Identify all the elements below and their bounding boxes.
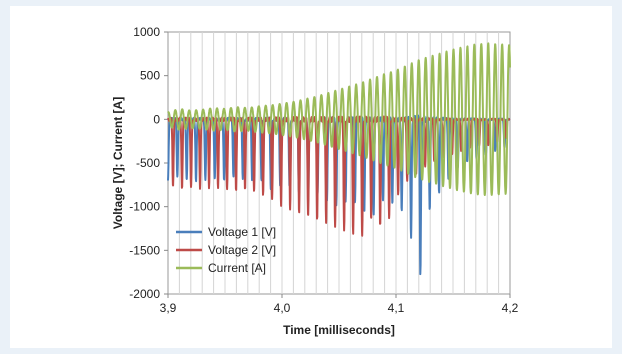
series-line-2 <box>167 42 511 196</box>
chart-frame: 1000 500 0 -500 -1000 -1500 -2000 3,9 4,0 4,1 4,2 T… <box>10 6 612 348</box>
x-tick-label: 4,0 <box>274 301 291 315</box>
legend-label-0: Voltage 1 [V] <box>208 225 276 239</box>
y-tick-label: 1000 <box>133 25 160 39</box>
x-tick-label: 4,1 <box>388 301 405 315</box>
y-tick-label: -1500 <box>129 243 160 257</box>
y-tick-label: -1000 <box>129 200 160 214</box>
y-tick-label: -2000 <box>129 287 160 301</box>
x-tick-label: 3,9 <box>160 301 177 315</box>
y-tick-label: 0 <box>153 112 160 126</box>
x-axis-title: Time [milliseconds] <box>283 323 395 337</box>
legend-label-1: Voltage 2 [V] <box>208 243 276 257</box>
x-tick-label: 4,2 <box>502 301 519 315</box>
y-tick-label: 500 <box>140 69 160 83</box>
legend-label-2: Current [A] <box>208 261 266 275</box>
y-tick-label: -500 <box>136 156 160 170</box>
y-axis-title: Voltage [V]; Current [A] <box>111 97 125 229</box>
